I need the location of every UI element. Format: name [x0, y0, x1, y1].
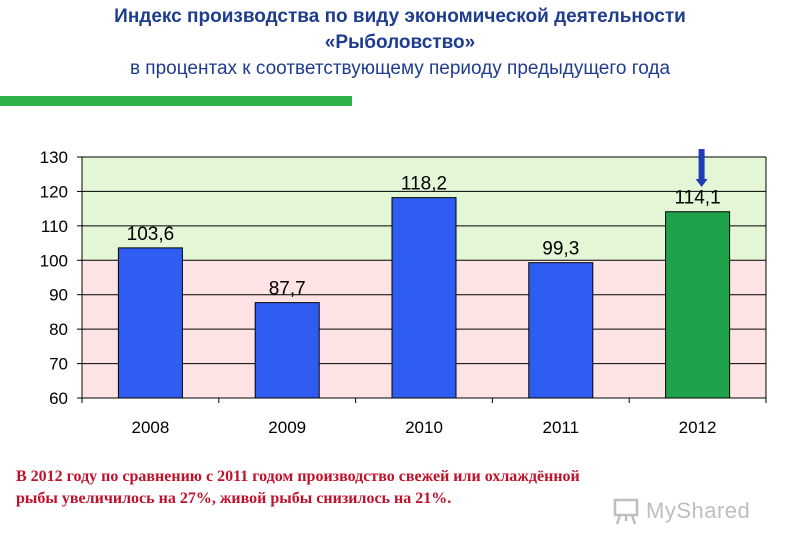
presentation-board-icon	[613, 498, 639, 525]
accent-bar	[0, 96, 352, 106]
x-tick-label-2012: 2012	[679, 418, 717, 437]
data-label-2009: 87,7	[269, 279, 306, 300]
title-line-1: Индекс производства по виду экономическо…	[114, 6, 686, 27]
y-axis-ticks: 60 70 80 90 100 110 120 130	[40, 148, 68, 408]
y-tick-label: 120	[40, 182, 68, 201]
data-label-2012: 114,1	[675, 188, 721, 209]
x-tick-label-2010: 2010	[405, 418, 443, 437]
bar-2011	[528, 262, 594, 399]
data-label-2011: 99,3	[542, 239, 579, 260]
y-tick-label: 80	[49, 320, 68, 339]
bar-2010	[391, 197, 457, 399]
watermark: MyShared	[612, 496, 750, 526]
x-tick-label-2008: 2008	[131, 418, 169, 437]
arrow-shaft	[698, 149, 705, 179]
x-tick-label-2011: 2011	[543, 418, 580, 437]
y-tick-label: 130	[40, 148, 68, 167]
y-tick-label: 100	[40, 251, 68, 270]
bar-2012	[665, 211, 731, 399]
data-labels: 103,6 87,7 118,2 99,3 114,1	[127, 174, 721, 300]
chart-bars	[117, 197, 731, 399]
y-tick-label: 70	[49, 355, 68, 374]
bar-2009	[254, 302, 320, 399]
footnote-line-1: В 2012 году по сравнению с 2011 годом пр…	[16, 468, 580, 485]
highlight-arrow	[695, 149, 708, 187]
x-tick-label-2009: 2009	[268, 418, 306, 437]
data-label-2008: 103,6	[127, 224, 175, 245]
watermark-text: MyShared	[646, 498, 751, 523]
arrow-head	[695, 179, 708, 187]
y-tick-label: 90	[49, 286, 68, 305]
y-tick-label: 110	[41, 217, 68, 236]
data-label-2010: 118,2	[401, 174, 447, 195]
footnote: В 2012 году по сравнению с 2011 годом пр…	[16, 466, 778, 510]
footnote-line-2: рыбы увеличилось на 27%, живой рыбы сниз…	[16, 490, 452, 507]
x-axis-ticks: 2008 2009 2010 2011 2012	[81, 398, 767, 437]
bar-2008	[117, 247, 183, 399]
y-tick-label: 60	[49, 389, 68, 408]
title-line-2: «Рыболовство»	[324, 32, 476, 53]
subtitle: в процентах к соответствующему периоду п…	[129, 58, 671, 79]
